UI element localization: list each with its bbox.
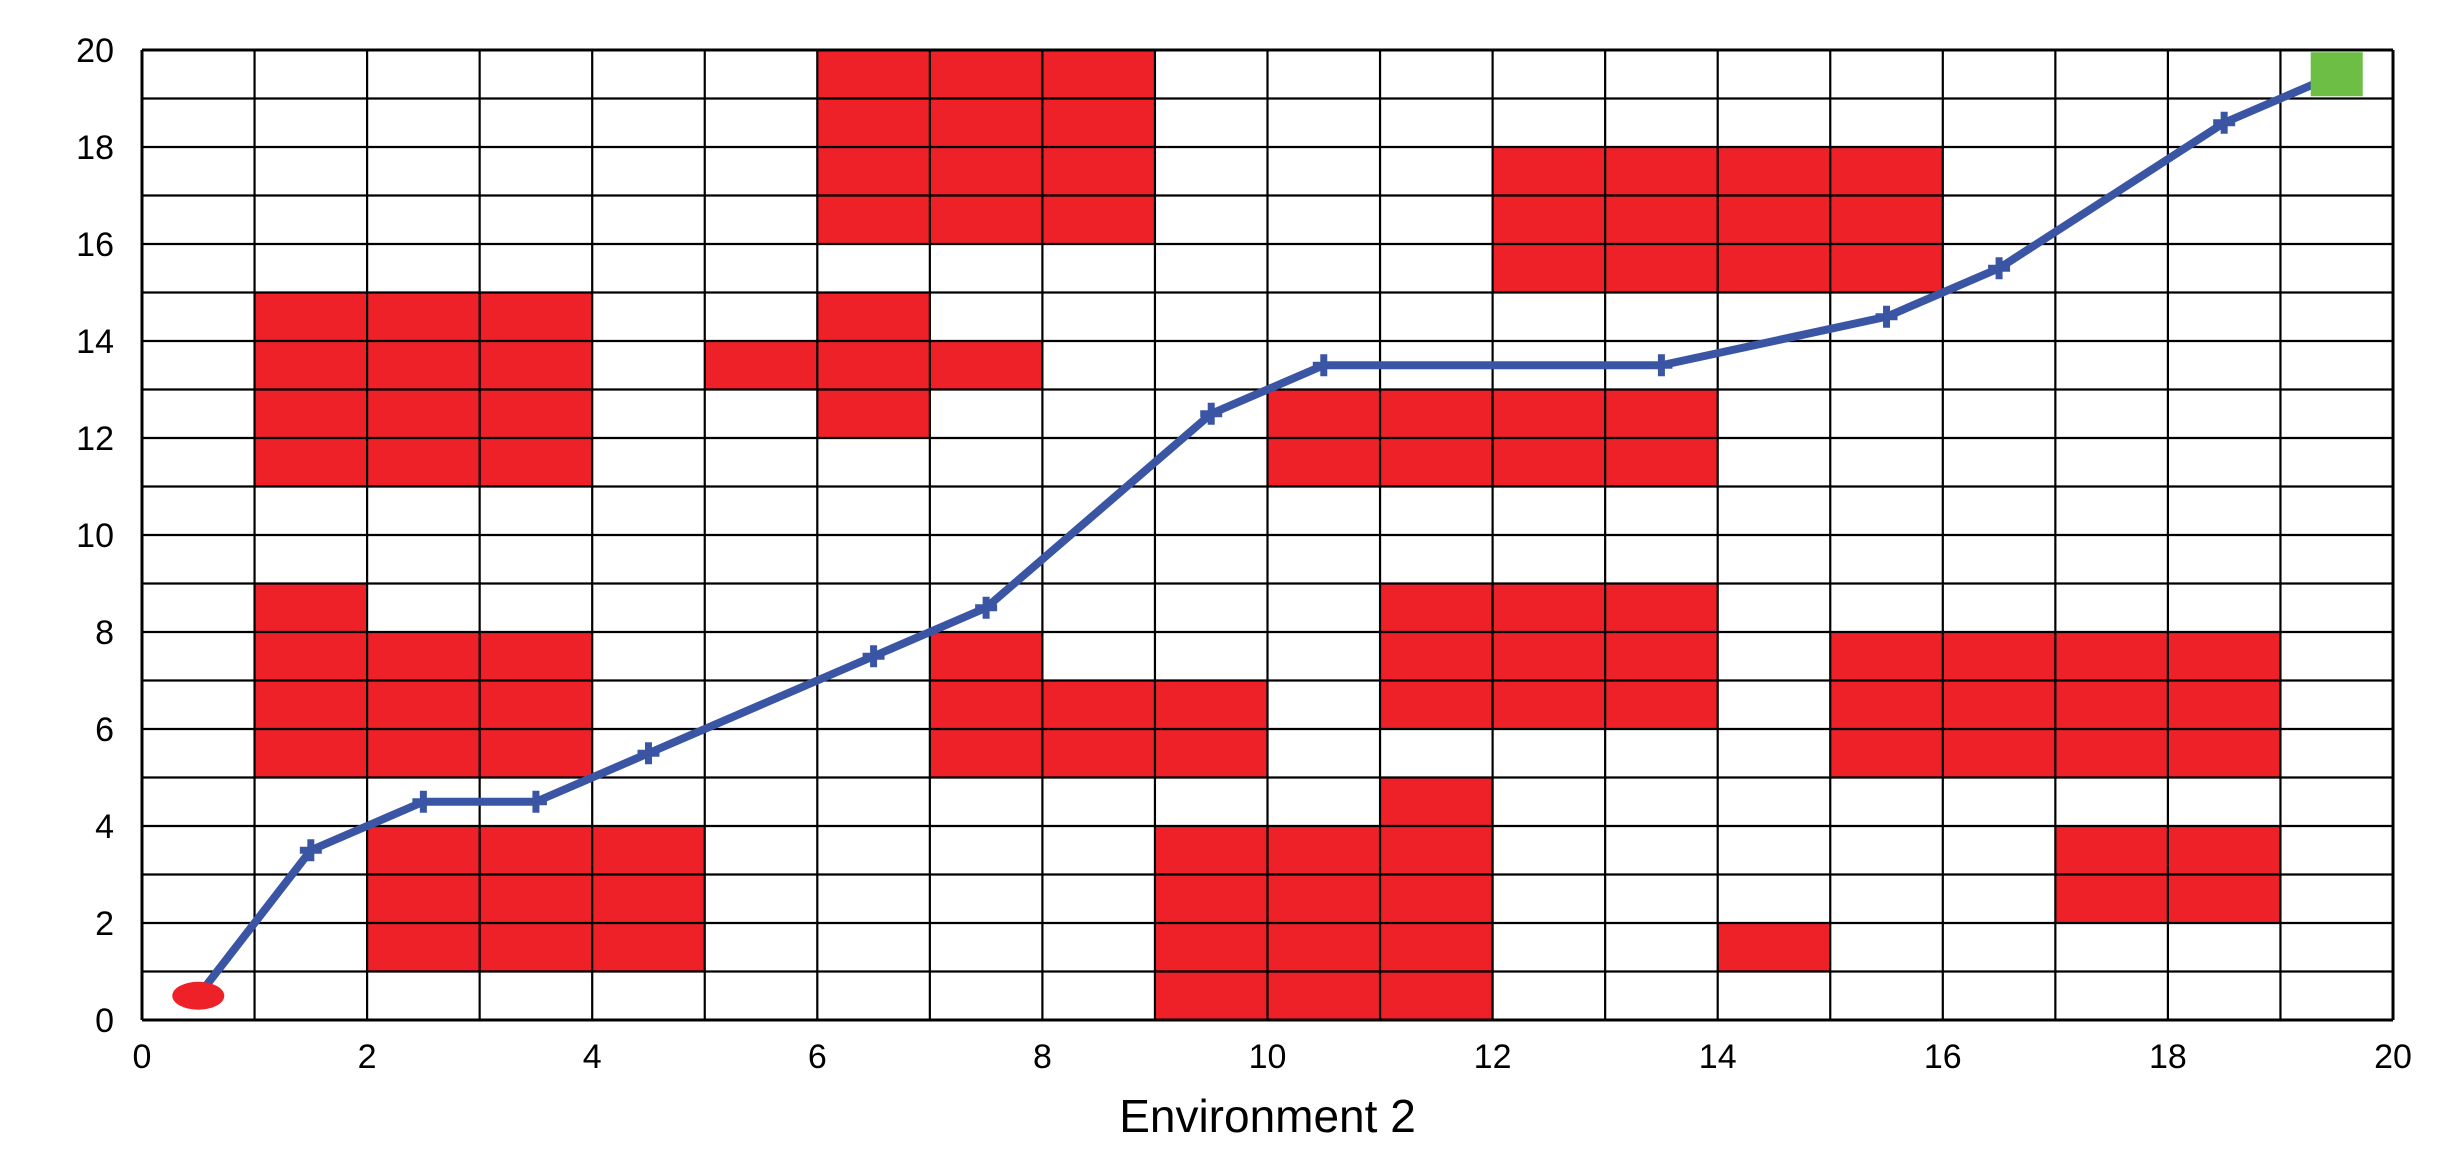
path-point [299, 839, 322, 862]
start-marker [172, 981, 225, 1010]
marker-layer [172, 52, 2363, 1010]
y-tick-label: 18 [76, 129, 114, 167]
obstacle-cell [254, 632, 593, 778]
path-point [412, 790, 435, 813]
y-tick-label: 6 [95, 711, 114, 749]
x-tick-label: 8 [1033, 1038, 1052, 1076]
y-tick-label: 14 [76, 323, 114, 361]
obstacle-cell [704, 341, 1043, 390]
path-point [1312, 354, 1335, 377]
path-point [975, 596, 998, 619]
y-tick-label: 16 [76, 226, 114, 264]
y-tick-label: 20 [76, 32, 114, 70]
path-point [1988, 257, 2011, 280]
x-tick-label: 12 [1474, 1038, 1512, 1076]
path-point [1650, 354, 1673, 377]
x-tick-label: 4 [583, 1038, 602, 1076]
obstacle-cell [1717, 923, 1831, 972]
x-tick-label: 20 [2374, 1038, 2412, 1076]
x-axis-ticks: 0 2 4 6 8 10 12 14 16 18 20 [133, 1038, 2412, 1076]
y-tick-label: 12 [76, 420, 114, 458]
x-tick-label: 18 [2149, 1038, 2187, 1076]
y-tick-label: 2 [95, 905, 114, 943]
y-tick-label: 0 [95, 1002, 114, 1040]
y-tick-label: 8 [95, 614, 114, 652]
x-tick-label: 2 [358, 1038, 377, 1076]
path-line [194, 70, 2341, 1000]
y-tick-label: 10 [76, 517, 114, 555]
path-point [1200, 402, 1223, 425]
goal-marker [2310, 52, 2363, 97]
y-tick-label: 4 [95, 808, 114, 846]
x-tick-label: 6 [808, 1038, 827, 1076]
x-tick-label: 0 [133, 1038, 152, 1076]
path-point [524, 790, 547, 813]
y-axis-ticks: 0 2 4 6 8 10 12 14 16 18 20 [76, 32, 114, 1040]
grid-layer [140, 48, 2395, 1022]
x-tick-label: 16 [1924, 1038, 1962, 1076]
x-tick-label: 14 [1699, 1038, 1737, 1076]
path-point [637, 742, 660, 765]
path-point [1875, 305, 1898, 328]
x-axis-label: Environment 2 [1119, 1090, 1416, 1142]
obstacle-cell [1380, 583, 1718, 729]
x-tick-label: 10 [1249, 1038, 1287, 1076]
obstacle-cell [367, 826, 705, 972]
path-point [862, 645, 885, 668]
obstacle-cell [1380, 777, 1493, 1020]
path-point [2213, 111, 2236, 134]
